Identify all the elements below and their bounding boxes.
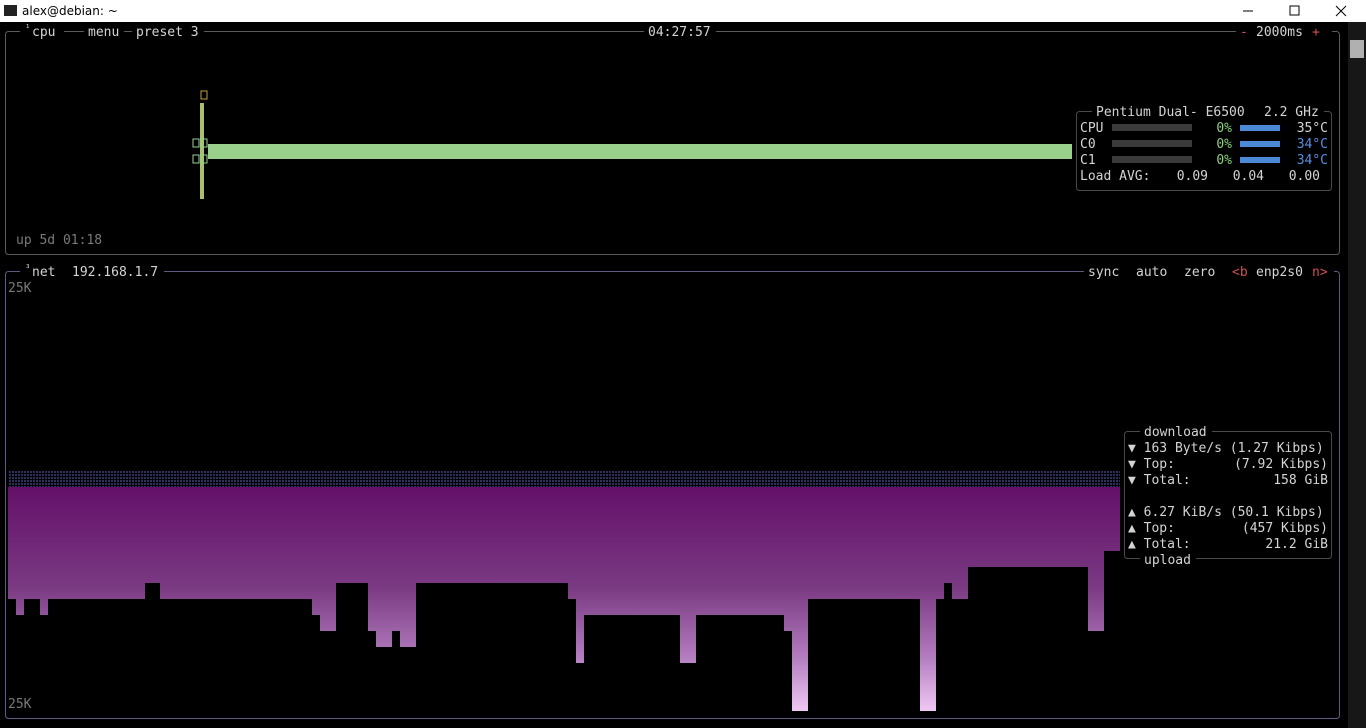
- interval-plus[interactable]: +: [1312, 25, 1320, 40]
- load-value: 0.09: [1177, 169, 1208, 184]
- maximize-button[interactable]: [1289, 5, 1300, 16]
- net-box: [5, 271, 1340, 719]
- window-title: alex@debian: ~: [22, 4, 118, 18]
- box-label: cpu: [32, 25, 55, 40]
- load-value: 0.04: [1233, 169, 1264, 184]
- upload-total: 21.2 GiB: [1265, 537, 1328, 552]
- core-temp: 34°C: [1297, 137, 1328, 152]
- scrollbar: [1348, 22, 1366, 728]
- scale-bottom: 25K: [8, 697, 32, 712]
- interval-minus[interactable]: -: [1240, 25, 1248, 40]
- download-top-label: ▼ Top:: [1128, 457, 1175, 472]
- scale-top: 25K: [8, 281, 32, 296]
- core-percent: 0%: [1216, 121, 1232, 136]
- box-number: ¹: [25, 24, 30, 34]
- header-gaps: [20, 26, 1332, 38]
- core-temp: 34°C: [1297, 153, 1328, 168]
- upload-title: upload: [1144, 553, 1191, 568]
- load-value: 0.00: [1289, 169, 1320, 184]
- core-bar: [1112, 124, 1192, 131]
- core-name: C1: [1080, 153, 1096, 168]
- header-gap: [1092, 104, 1324, 118]
- download-top: (7.92 Kibps): [1234, 457, 1328, 472]
- header-gaps: [20, 266, 1334, 278]
- load-label: Load AVG:: [1080, 169, 1150, 184]
- temp-bar: [1240, 157, 1280, 163]
- title-bar: [0, 0, 1366, 22]
- core-bar: [1112, 156, 1192, 163]
- zero-button[interactable]: zero: [1184, 265, 1215, 280]
- core-name: C0: [1080, 137, 1096, 152]
- box-label: net: [32, 265, 55, 280]
- sync-button[interactable]: sync: [1088, 265, 1119, 280]
- uptime: up 5d 01:18: [16, 233, 102, 248]
- preset-button[interactable]: preset 3: [136, 25, 199, 40]
- clock: 04:27:57: [648, 25, 711, 40]
- download-total: 158 GiB: [1273, 473, 1328, 488]
- core-percent: 0%: [1216, 137, 1232, 152]
- download-total-label: ▼ Total:: [1128, 473, 1191, 488]
- upload-top-label: ▲ Top:: [1128, 521, 1175, 536]
- cpu-frequency: 2.2 GHz: [1264, 105, 1319, 120]
- cpu-graph: [192, 90, 1072, 199]
- core-bar: [1112, 140, 1192, 147]
- core-list: CPU 0% 35°C C0 0% 34°C C1 0% 34°C: [1080, 121, 1328, 168]
- core-name: CPU: [1080, 121, 1103, 136]
- cpu-name: Pentium Dual- E6500: [1096, 105, 1245, 120]
- window-controls: [1243, 5, 1347, 17]
- box-number: ³: [25, 264, 30, 274]
- ip-address: 192.168.1.7: [72, 265, 158, 280]
- next-interface[interactable]: n>: [1312, 265, 1328, 280]
- core-temp: 35°C: [1297, 121, 1328, 136]
- interval: 2000ms: [1256, 25, 1303, 40]
- upload-rate: ▲ 6.27 KiB/s (50.1 Kibps): [1128, 505, 1324, 520]
- temp-bar: [1240, 141, 1280, 147]
- scrollbar-thumb[interactable]: [1350, 40, 1364, 58]
- upload-total-label: ▲ Total:: [1128, 537, 1191, 552]
- header-gap: [1140, 552, 1196, 566]
- download-rate: ▼ 163 Byte/s (1.27 Kibps): [1128, 441, 1324, 456]
- download-title: download: [1144, 425, 1207, 440]
- close-button[interactable]: [1335, 5, 1347, 17]
- app-icon: [4, 5, 17, 16]
- net-graph: [8, 471, 1120, 711]
- interface: enp2s0: [1256, 265, 1303, 280]
- header-gap: [1140, 424, 1212, 438]
- upload-top: (457 Kibps): [1242, 521, 1328, 536]
- temp-bar: [1240, 125, 1280, 131]
- prev-interface[interactable]: <b: [1232, 265, 1248, 280]
- menu-button[interactable]: menu: [88, 25, 119, 40]
- auto-button[interactable]: auto: [1136, 265, 1167, 280]
- core-percent: 0%: [1216, 153, 1232, 168]
- net-stats-box: [1124, 431, 1332, 559]
